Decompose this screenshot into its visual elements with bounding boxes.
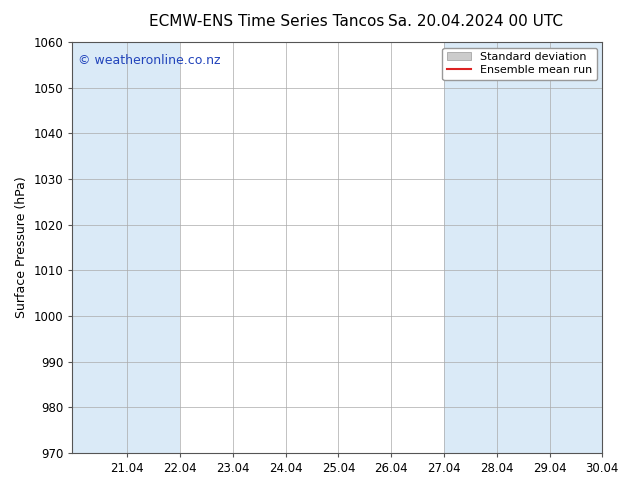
Text: Sa. 20.04.2024 00 UTC: Sa. 20.04.2024 00 UTC bbox=[388, 14, 563, 29]
Text: ECMW-ENS Time Series Tancos: ECMW-ENS Time Series Tancos bbox=[148, 14, 384, 29]
Bar bbox=[72, 42, 180, 453]
Legend: Standard deviation, Ensemble mean run: Standard deviation, Ensemble mean run bbox=[443, 48, 597, 80]
Text: © weatheronline.co.nz: © weatheronline.co.nz bbox=[77, 54, 220, 68]
Bar bbox=[444, 42, 602, 453]
Y-axis label: Surface Pressure (hPa): Surface Pressure (hPa) bbox=[15, 176, 28, 318]
